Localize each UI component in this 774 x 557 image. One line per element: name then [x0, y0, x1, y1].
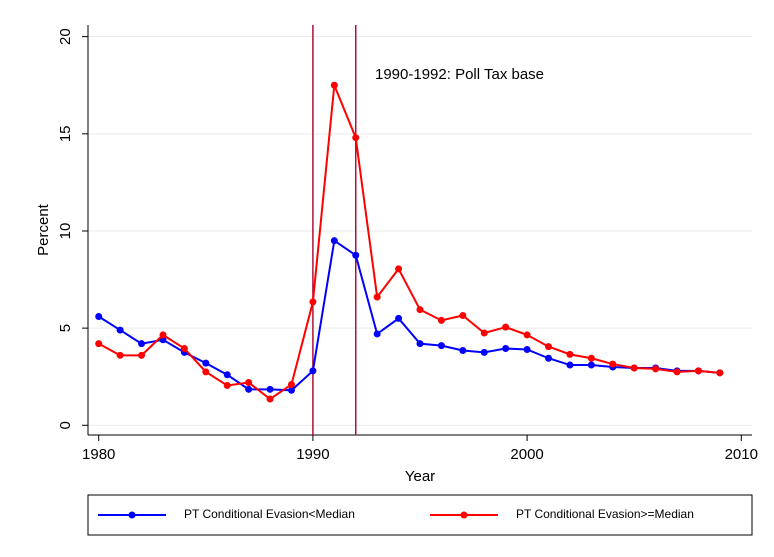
x-tick-label: 2000	[510, 446, 543, 463]
point	[609, 360, 617, 368]
point	[716, 369, 724, 377]
x-tick-label: 2010	[725, 446, 758, 463]
y-tick-label: 5	[57, 324, 74, 332]
y-tick-label: 20	[57, 28, 74, 45]
point	[116, 351, 124, 359]
point	[245, 379, 253, 387]
point	[352, 251, 360, 259]
point	[330, 237, 338, 245]
annotation: 1990-1992: Poll Tax base	[375, 66, 544, 83]
point	[459, 311, 467, 319]
point	[95, 312, 103, 320]
point	[416, 306, 424, 314]
point	[587, 354, 595, 362]
y-tick-label: 0	[57, 421, 74, 429]
legend-marker	[128, 511, 136, 519]
point	[266, 385, 274, 393]
point	[523, 331, 531, 339]
point	[266, 395, 274, 403]
point	[480, 329, 488, 337]
y-tick-label: 15	[57, 125, 74, 142]
legend-marker	[460, 511, 468, 519]
point	[138, 351, 146, 359]
point	[480, 348, 488, 356]
point	[138, 340, 146, 348]
point	[437, 316, 445, 324]
x-tick-label: 1990	[296, 446, 329, 463]
point	[202, 359, 210, 367]
point	[352, 134, 360, 142]
point	[673, 368, 681, 376]
point	[523, 346, 531, 354]
y-tick-label: 10	[57, 223, 74, 240]
point	[630, 364, 638, 372]
point	[566, 350, 574, 358]
point	[373, 330, 381, 338]
point	[245, 385, 253, 393]
point	[652, 365, 660, 373]
point	[309, 298, 317, 306]
series-line	[98, 84, 720, 401]
point	[287, 386, 295, 394]
point	[437, 342, 445, 350]
point	[223, 381, 231, 389]
point	[309, 367, 317, 375]
point	[330, 81, 338, 89]
x-axis-label: Year	[405, 468, 435, 485]
point	[502, 323, 510, 331]
point	[395, 265, 403, 273]
point	[566, 361, 574, 369]
point	[587, 361, 595, 369]
point	[95, 340, 103, 348]
x-tick-label: 1980	[82, 446, 115, 463]
legend-box	[87, 494, 753, 536]
point	[159, 331, 167, 339]
y-axis-label: Percent	[35, 203, 52, 256]
point	[545, 343, 553, 351]
series-line	[98, 238, 720, 392]
point	[694, 367, 702, 375]
point	[116, 326, 124, 334]
legend-label: PT Conditional Evasion>=Median	[516, 507, 694, 521]
point	[545, 354, 553, 362]
point	[180, 345, 188, 353]
point	[395, 314, 403, 322]
point	[159, 336, 167, 344]
point	[459, 346, 467, 354]
point	[373, 293, 381, 301]
point	[502, 345, 510, 353]
point	[202, 368, 210, 376]
legend-label: PT Conditional Evasion<Median	[184, 507, 355, 521]
point	[416, 340, 424, 348]
point	[223, 371, 231, 379]
point	[287, 380, 295, 388]
